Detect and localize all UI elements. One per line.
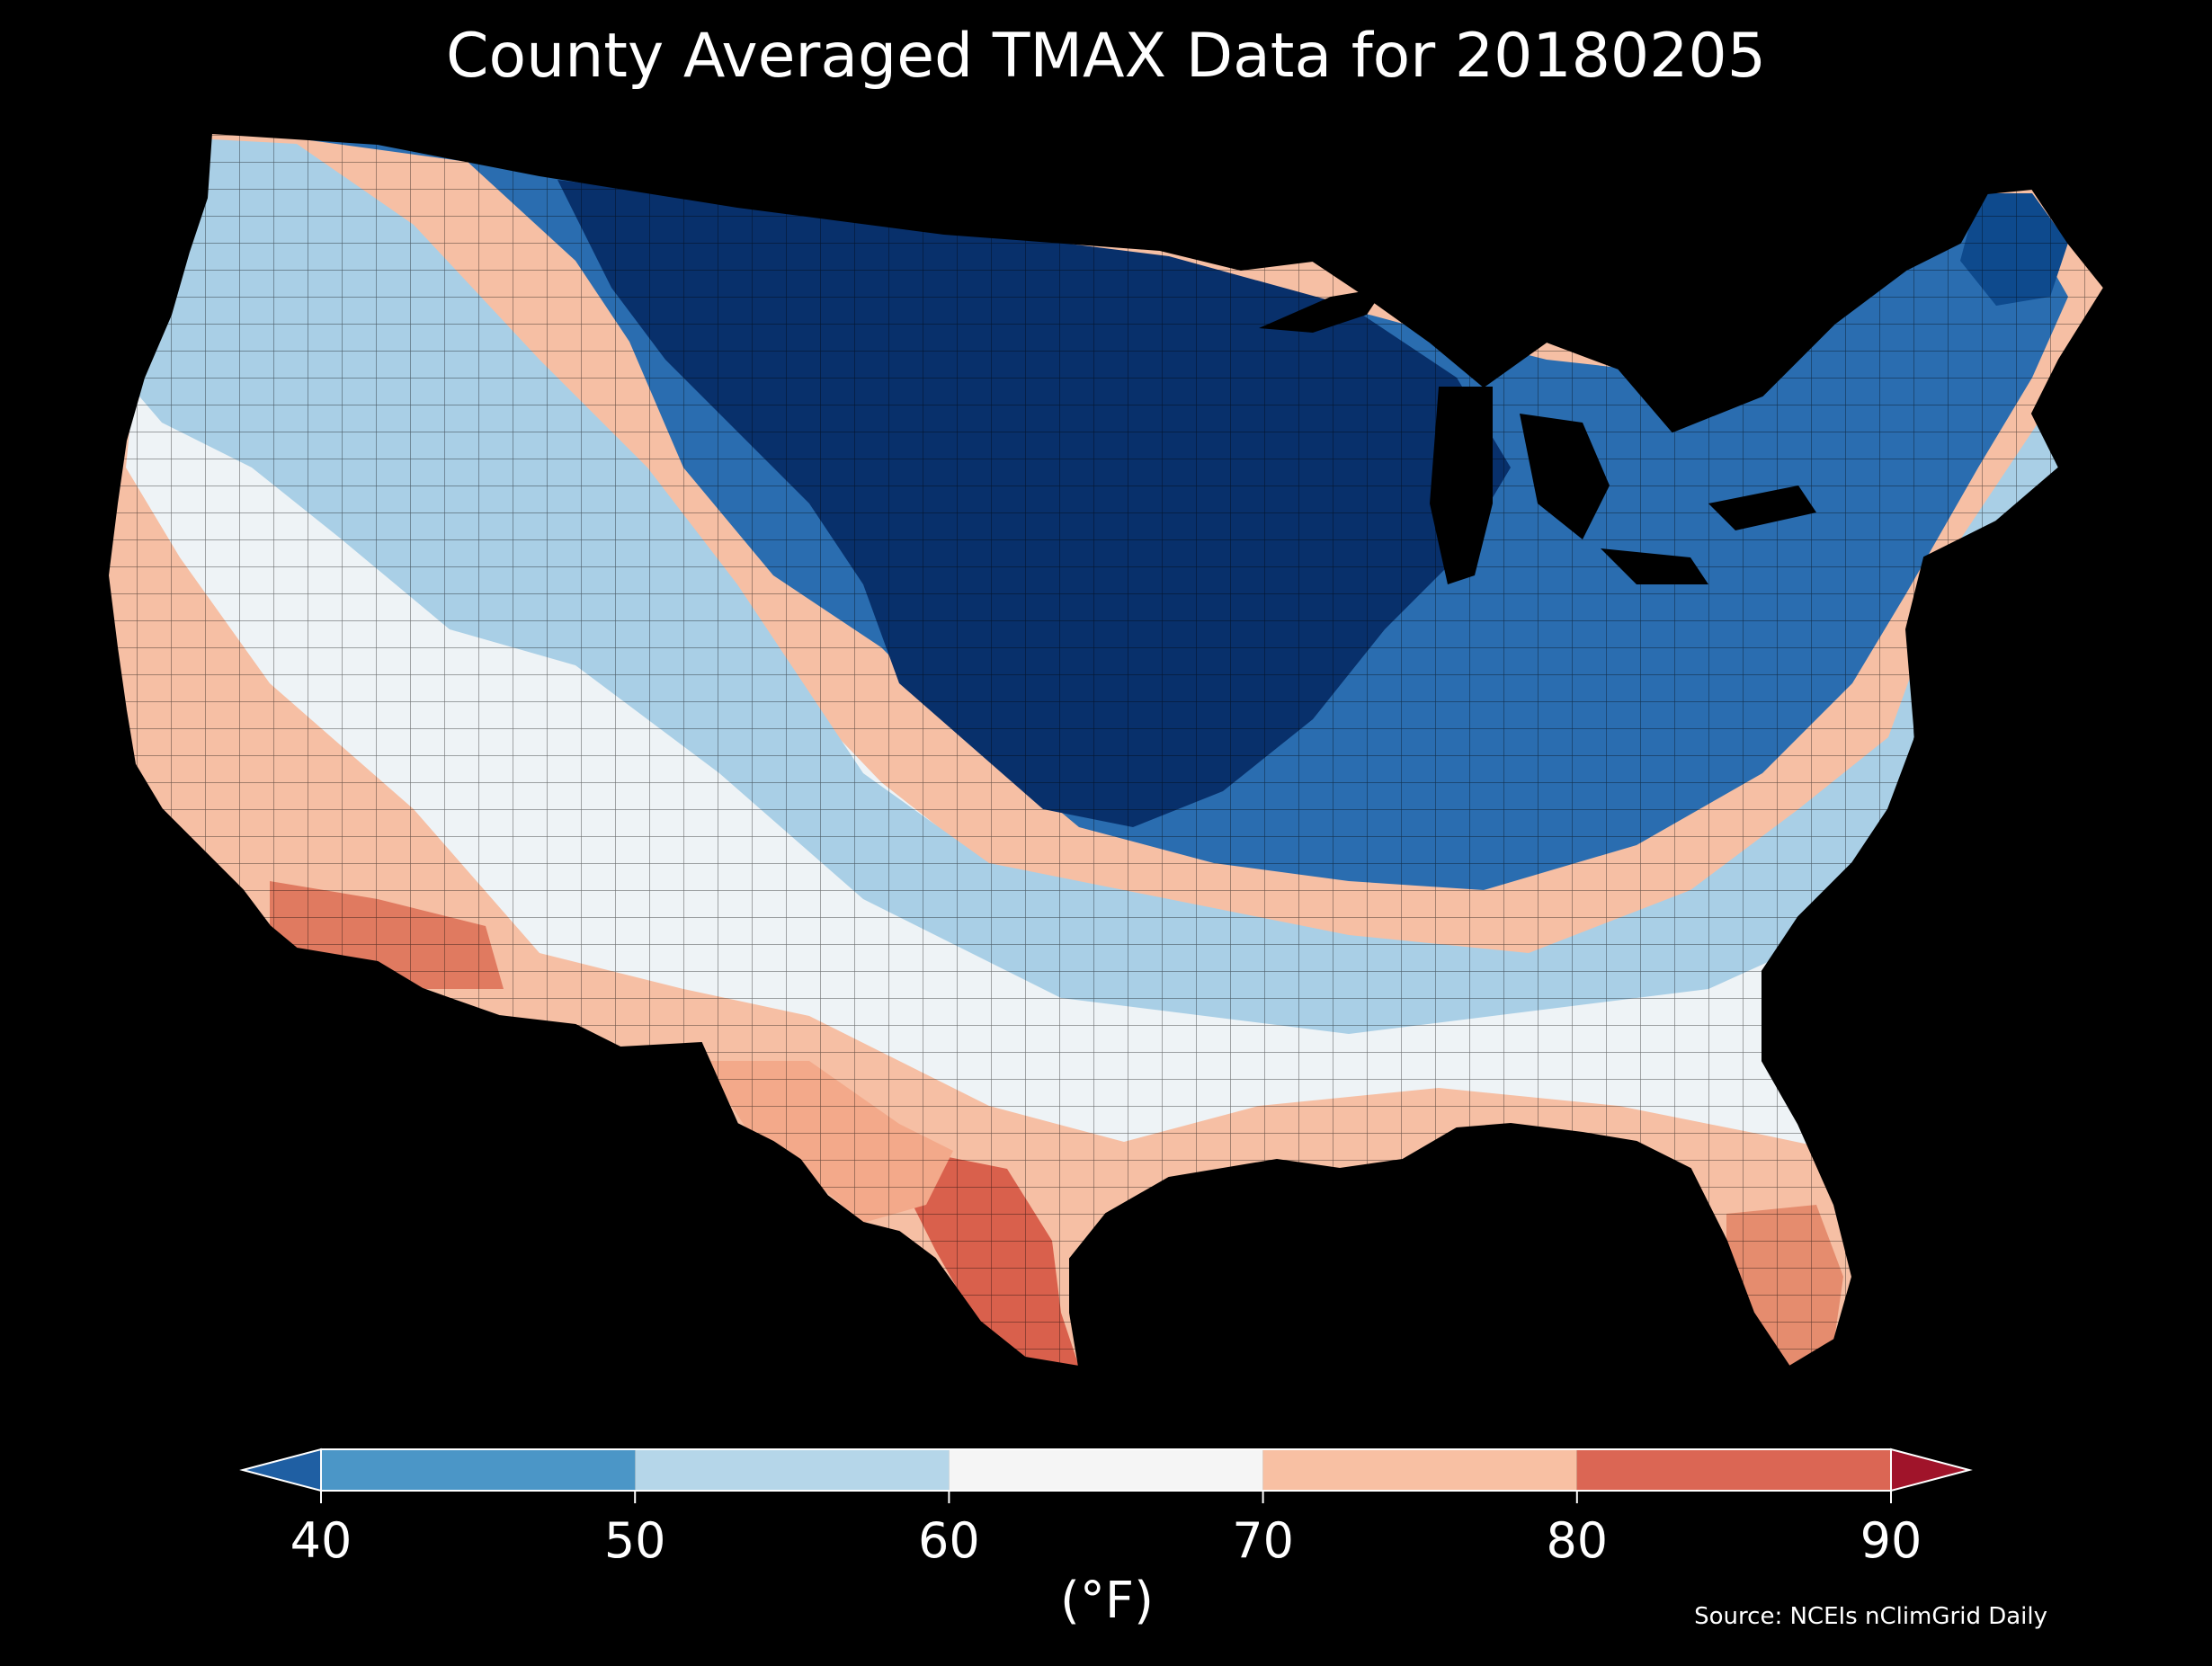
colorbar-under-arrow [239,1448,322,1492]
colorbar-tick-label: 90 [1860,1512,1922,1569]
map-title: County Averaged TMAX Data for 20180205 [446,21,1766,92]
colorbar: 40 50 60 70 80 90 [239,1448,1973,1569]
colorbar-bin-50-60 [635,1449,950,1491]
colorbar-tick-label: 50 [604,1512,666,1569]
us-outline [106,131,2106,1368]
colorbar-bin-60-70 [949,1449,1263,1491]
colorbar-tick-label: 80 [1546,1512,1608,1569]
colorbar-frame [320,1448,1892,1492]
colorbar-tick-label: 70 [1232,1512,1294,1569]
great-lakes [1259,288,1816,584]
colorbar-over-arrow [1890,1448,1973,1492]
colorbar-bin-40-50 [321,1449,636,1491]
colorbar-bin-70-80 [1262,1449,1577,1491]
colorbar-tick-label: 40 [290,1512,352,1569]
colorbar-bin-80-90 [1576,1449,1891,1491]
source-credit: Source: NCEIs nClimGrid Daily [1694,1603,2047,1630]
colorbar-tick-label: 60 [918,1512,980,1569]
colorbar-unit-label: (°F) [1060,1572,1154,1630]
